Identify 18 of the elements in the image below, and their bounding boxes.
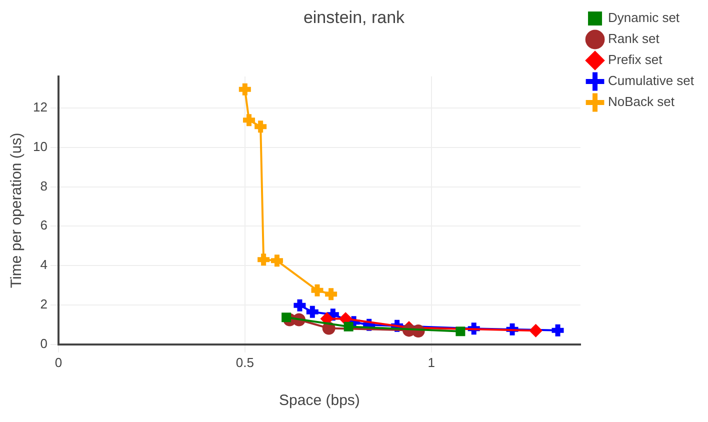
legend-label: NoBack set — [608, 94, 675, 110]
x-tick-label: 0 — [54, 354, 62, 370]
legend-label: Cumulative set — [608, 73, 694, 88]
y-tick-label: 10 — [32, 138, 48, 154]
chart-title: einstein, rank — [303, 8, 406, 27]
y-tick-label: 8 — [40, 178, 48, 194]
legend-label: Rank set — [608, 31, 660, 46]
legend-label: Prefix set — [608, 52, 663, 68]
y-tick-label: 12 — [32, 100, 48, 115]
x-axis-title: Space (bps) — [279, 392, 360, 410]
legend-label: Dynamic set — [608, 10, 680, 26]
y-tick-label: 6 — [40, 218, 48, 233]
y-tick-label: 2 — [40, 296, 48, 312]
y-tick-label: 0 — [40, 336, 48, 351]
x-tick-label: 0.5 — [236, 354, 254, 370]
y-tick-label: 4 — [40, 257, 48, 272]
y-axis-title: Time per operation (us) — [8, 132, 26, 288]
x-tick-label: 1 — [428, 354, 435, 370]
